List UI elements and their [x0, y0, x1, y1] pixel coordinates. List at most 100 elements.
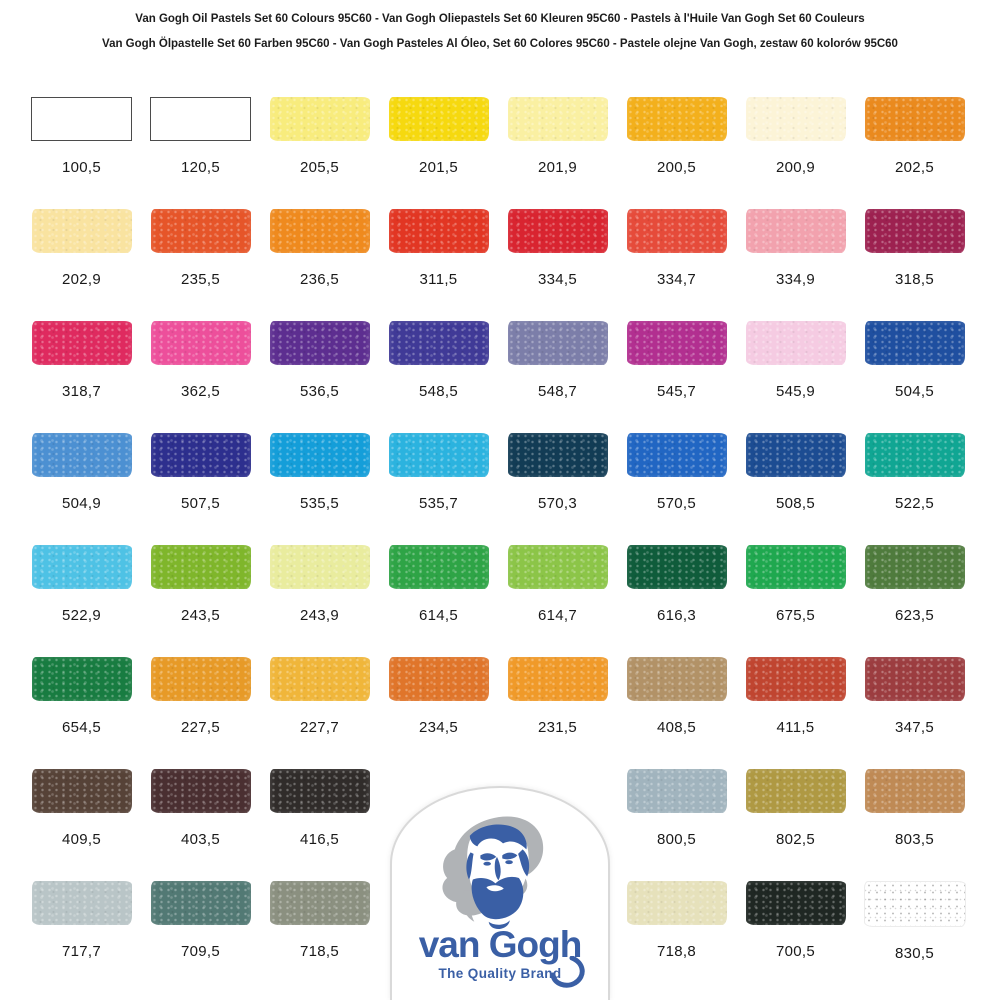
pastel-swatch	[745, 769, 846, 813]
color-code: 100,5	[61, 159, 102, 176]
color-code: 311,5	[419, 271, 458, 288]
swatch-cell: 362,5	[141, 319, 260, 431]
color-code: 408,5	[656, 719, 697, 736]
color-code: 243,5	[180, 607, 221, 624]
pastel-swatch	[626, 769, 727, 813]
color-code: 362,5	[180, 383, 221, 400]
color-code: 545,9	[775, 383, 816, 400]
color-code: 718,5	[299, 943, 340, 960]
color-code: 243,9	[299, 607, 340, 624]
swatch-cell: 311,5	[379, 207, 498, 319]
pastel-swatch	[269, 209, 370, 253]
swatch-cell: 235,5	[141, 207, 260, 319]
color-code: 535,5	[299, 495, 340, 512]
color-code: 347,5	[894, 719, 935, 736]
pastel-swatch	[507, 97, 608, 141]
brand-tagline: The Quality Brand	[438, 966, 562, 981]
pastel-swatch	[745, 209, 846, 253]
swatch-grid: 100,5 120,5 205,5 201,5 201,9 200,5 200,9 202,5…	[22, 95, 974, 991]
pastel-swatch	[745, 433, 846, 477]
pastel-swatch	[626, 881, 727, 925]
color-code: 201,9	[537, 159, 578, 176]
pastel-swatch	[388, 209, 489, 253]
pastel-swatch	[864, 545, 965, 589]
pastel-swatch	[745, 881, 846, 925]
color-code: 205,5	[299, 159, 340, 176]
pastel-swatch	[864, 657, 965, 701]
color-code: 802,5	[775, 831, 816, 848]
color-code: 416,5	[299, 831, 340, 848]
color-code: 700,5	[775, 943, 816, 960]
color-code: 548,7	[537, 383, 578, 400]
color-code: 334,9	[775, 271, 816, 288]
swatch-cell: 830,5	[855, 879, 974, 991]
pastel-swatch	[269, 97, 370, 141]
swatch-cell: 545,7	[617, 319, 736, 431]
color-code: 570,5	[656, 495, 697, 512]
color-code: 236,5	[299, 271, 340, 288]
pastel-swatch	[863, 881, 966, 927]
swatch-cell: 334,7	[617, 207, 736, 319]
swatch-cell: 409,5	[22, 767, 141, 879]
color-code: 718,8	[656, 943, 697, 960]
pastel-swatch	[507, 433, 608, 477]
pastel-swatch	[150, 657, 251, 701]
color-code: 545,7	[656, 383, 697, 400]
swatch-cell: 718,5	[260, 879, 379, 991]
swatch-cell: 318,7	[22, 319, 141, 431]
pastel-swatch	[388, 545, 489, 589]
color-code: 522,5	[894, 495, 935, 512]
pastel-swatch	[745, 545, 846, 589]
swatch-cell: 717,7	[22, 879, 141, 991]
color-code: 570,3	[537, 495, 578, 512]
color-code: 536,5	[299, 383, 340, 400]
color-code: 654,5	[61, 719, 102, 736]
pastel-swatch	[507, 209, 608, 253]
swatch-cell: 654,5	[22, 655, 141, 767]
swatch-cell: 700,5	[736, 879, 855, 991]
pastel-swatch	[626, 321, 727, 365]
swatch-cell: 800,5	[617, 767, 736, 879]
color-code: 535,7	[418, 495, 459, 512]
pastel-swatch	[864, 209, 965, 253]
swatch-cell: 234,5	[379, 655, 498, 767]
pastel-swatch	[507, 321, 608, 365]
color-code: 717,7	[61, 943, 102, 960]
swatch-cell: 416,5	[260, 767, 379, 879]
swatch-cell: 236,5	[260, 207, 379, 319]
pastel-swatch	[864, 769, 965, 813]
color-code: 200,9	[775, 159, 816, 176]
pastel-swatch	[269, 545, 370, 589]
swatch-cell: 616,3	[617, 543, 736, 655]
color-code: 200,5	[656, 159, 697, 176]
pastel-swatch	[31, 545, 132, 589]
swatch-cell: 507,5	[141, 431, 260, 543]
swatch-cell: 408,5	[617, 655, 736, 767]
color-code: 409,5	[61, 831, 102, 848]
color-code: 231,5	[537, 719, 578, 736]
swatch-cell: 535,5	[260, 431, 379, 543]
pastel-swatch	[150, 881, 251, 925]
swatch-cell: 504,5	[855, 319, 974, 431]
color-code: 830,5	[894, 945, 935, 962]
pastel-swatch	[31, 657, 132, 701]
color-code: 227,5	[180, 719, 221, 736]
pastel-swatch	[388, 97, 489, 141]
color-code: 318,5	[894, 271, 935, 288]
swatch-cell: 411,5	[736, 655, 855, 767]
pastel-swatch	[269, 433, 370, 477]
pastel-swatch	[31, 433, 132, 477]
color-code: 800,5	[656, 831, 697, 848]
pastel-swatch	[31, 769, 132, 813]
swatch-cell: 614,7	[498, 543, 617, 655]
color-code: 201,5	[418, 159, 459, 176]
pastel-swatch	[864, 321, 965, 365]
swatch-cell: 347,5	[855, 655, 974, 767]
swatch-cell: 570,3	[498, 431, 617, 543]
pastel-swatch	[31, 321, 132, 365]
color-code: 508,5	[775, 495, 816, 512]
pastel-swatch	[31, 209, 132, 253]
swatch-cell: 522,9	[22, 543, 141, 655]
pastel-swatch	[150, 209, 251, 253]
